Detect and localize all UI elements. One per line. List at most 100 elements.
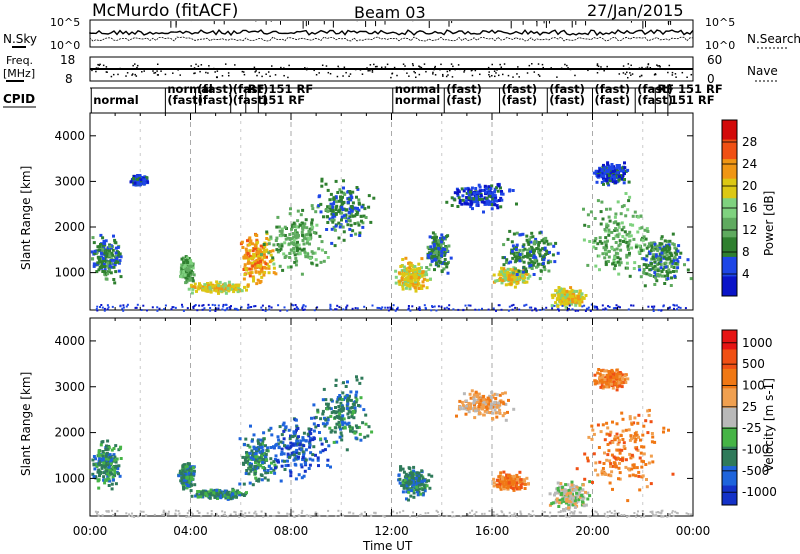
heatmap-cell — [108, 243, 112, 247]
heatmap-cell — [615, 164, 619, 167]
heatmap-cell — [284, 254, 288, 258]
noise-tick-right-bottom: 10^0 — [705, 39, 735, 52]
heatmap-cell — [180, 266, 184, 270]
heatmap-cell — [184, 258, 188, 262]
nave-point — [419, 66, 421, 68]
heatmap-cell — [419, 284, 423, 288]
heatmap-cell — [182, 474, 186, 478]
heatmap-cell — [651, 265, 655, 269]
heatmap-cell — [420, 257, 424, 261]
heatmap-cell — [404, 256, 408, 260]
heatmap-cell — [562, 303, 566, 307]
heatmap-cell — [633, 261, 637, 265]
heatmap-cell — [230, 287, 234, 291]
heatmap-cell — [423, 489, 427, 493]
heatmap-cell — [425, 278, 429, 282]
heatmap-cell — [404, 286, 408, 290]
nave-point — [622, 72, 625, 74]
heatmap-cell — [499, 205, 503, 209]
heatmap-cell — [615, 233, 619, 237]
heatmap-cell — [280, 447, 284, 451]
heatmap-cell — [405, 484, 409, 488]
nave-point — [488, 73, 490, 76]
heatmap-cell — [337, 420, 341, 424]
heatmap-cell — [183, 269, 186, 273]
heatmap-cell — [672, 303, 675, 306]
heatmap-cell — [283, 444, 286, 448]
heatmap-cell — [608, 168, 612, 172]
heatmap-cell — [502, 243, 506, 247]
heatmap-cell — [497, 304, 500, 307]
nave-point — [495, 72, 497, 74]
heatmap-cell — [474, 187, 478, 190]
heatmap-cell — [359, 214, 363, 218]
heatmap-cell — [218, 494, 222, 498]
heatmap-cell — [319, 202, 323, 206]
nave-point — [442, 75, 444, 77]
heatmap-cell — [337, 408, 341, 412]
heatmap-cell — [633, 210, 637, 214]
heatmap-cell — [255, 459, 259, 463]
heatmap-cell — [623, 178, 626, 181]
heatmap-cell — [566, 309, 569, 312]
heatmap-cell — [502, 263, 506, 267]
heatmap-cell — [291, 443, 295, 447]
heatmap-cell — [346, 223, 350, 227]
nave-point — [119, 67, 121, 70]
heatmap-cell — [311, 458, 315, 462]
heatmap-cell — [224, 283, 228, 287]
heatmap-cell — [259, 254, 263, 258]
nave-point — [154, 71, 157, 74]
heatmap-cell — [625, 253, 629, 257]
nave-point — [679, 68, 682, 70]
heatmap-cell — [190, 291, 194, 295]
heatmap-cell — [217, 291, 220, 295]
heatmap-cell — [421, 477, 425, 481]
heatmap-cell — [626, 244, 630, 248]
heatmap-cell — [571, 298, 575, 301]
heatmap-cell — [542, 256, 545, 259]
heatmap-cell — [539, 309, 542, 311]
heatmap-cell — [251, 483, 255, 487]
heatmap-cell — [260, 258, 264, 262]
heatmap-cell — [275, 225, 279, 229]
nave-point — [179, 74, 181, 76]
heatmap-cell — [191, 477, 195, 481]
heatmap-cell — [292, 304, 295, 307]
nave-point — [600, 66, 602, 68]
heatmap-cell — [101, 247, 105, 251]
heatmap-cell — [183, 476, 187, 480]
cpid-segment-label: (fast) — [198, 93, 234, 107]
heatmap-cell — [422, 486, 426, 490]
nave-point — [315, 73, 318, 76]
heatmap-cell — [206, 490, 210, 494]
heatmap-cell — [400, 278, 404, 282]
heatmap-cell — [334, 410, 338, 414]
heatmap-cell — [104, 446, 108, 450]
heatmap-cell — [626, 266, 629, 270]
heatmap-cell — [326, 402, 330, 406]
heatmap-cell — [283, 428, 287, 432]
heatmap-cell — [473, 197, 476, 201]
heatmap-cell — [361, 203, 365, 207]
heatmap-cell — [521, 278, 525, 282]
heatmap-cell — [612, 260, 616, 264]
heatmap-cell — [297, 435, 300, 439]
heatmap-cell — [645, 254, 649, 258]
heatmap-cell — [269, 237, 273, 241]
heatmap-cell — [283, 468, 287, 471]
heatmap-cell — [133, 181, 137, 185]
heatmap-cell — [300, 476, 304, 480]
heatmap-cell — [619, 261, 623, 265]
heatmap-cell — [308, 463, 312, 467]
heatmap-cell — [97, 486, 101, 490]
heatmap-cell — [109, 262, 113, 265]
nave-point — [639, 75, 641, 78]
heatmap-cell — [462, 308, 465, 311]
heatmap-cell — [515, 473, 519, 477]
heatmap-cell — [275, 442, 279, 446]
heatmap-cell — [436, 241, 440, 245]
heatmap-cell — [292, 430, 296, 434]
heatmap-cell — [264, 249, 268, 253]
heatmap-cell — [260, 478, 264, 482]
